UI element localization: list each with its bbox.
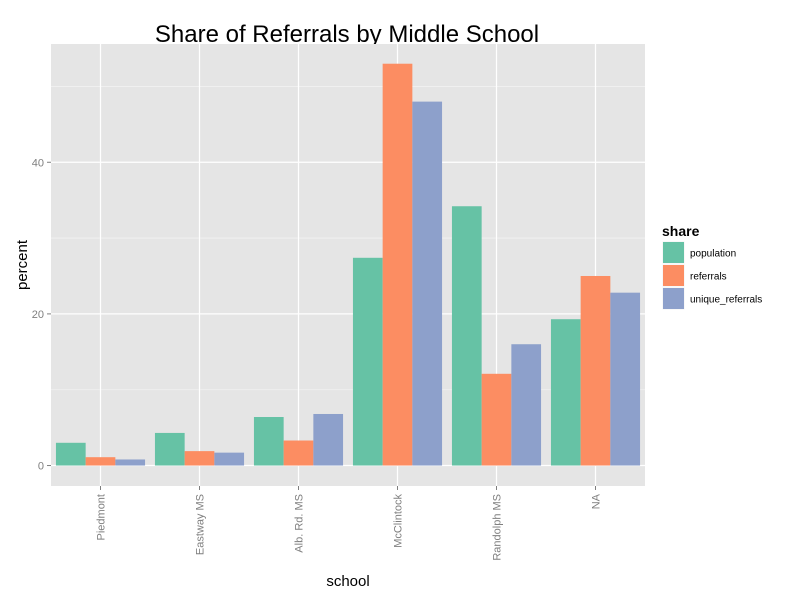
- bar-population-1: [154, 432, 185, 466]
- bar-population-5: [550, 319, 581, 466]
- bar-referrals-1: [184, 451, 215, 466]
- bar-referrals-0: [85, 457, 116, 466]
- x-tick-label: Piedmont: [96, 494, 108, 540]
- legend-items: population referrals unique_referrals: [661, 240, 762, 311]
- bar-unique_referrals-5: [610, 292, 641, 466]
- x-tick-label: Alb. Rd. MS: [294, 494, 306, 553]
- minor-gridlines: [51, 86, 645, 391]
- legend-key-referrals: [663, 265, 684, 286]
- bar-unique_referrals-1: [214, 452, 245, 466]
- x-axis-title: school: [326, 573, 369, 590]
- x-tick-label: McClintock: [393, 494, 405, 548]
- chart-title: Share of Referrals by Middle School: [155, 21, 539, 48]
- bar-referrals-3: [382, 63, 413, 466]
- y-axis-title: percent: [14, 239, 31, 290]
- x-tick-label: Eastway MS: [195, 494, 207, 555]
- legend: share population referrals unique_referral…: [661, 223, 762, 311]
- bar-referrals-2: [283, 440, 314, 466]
- bar-referrals-5: [580, 275, 611, 466]
- bar-unique_referrals-3: [412, 101, 443, 466]
- x-tick-label: Randolph MS: [492, 494, 504, 561]
- bar-population-3: [352, 257, 383, 466]
- bars: [55, 63, 641, 466]
- legend-label: referrals: [690, 272, 727, 283]
- bar-unique_referrals-0: [115, 459, 146, 466]
- y-tick-label: 40: [32, 157, 44, 169]
- legend-label: population: [690, 249, 736, 260]
- bar-unique_referrals-2: [313, 413, 344, 466]
- bar-unique_referrals-4: [511, 344, 542, 466]
- x-tick-label: NA: [591, 493, 603, 509]
- y-tick-label: 0: [38, 461, 44, 473]
- y-axis-ticks: 0 20 40: [32, 157, 51, 473]
- plot-panel: [51, 44, 645, 486]
- bar-population-0: [55, 442, 86, 466]
- legend-title: share: [662, 223, 700, 239]
- x-axis-ticks: Piedmont Eastway MS Alb. Rd. MS McClintock R…: [96, 486, 603, 561]
- bar-referrals-4: [481, 373, 512, 466]
- legend-key-unique_referrals: [663, 288, 684, 309]
- legend-label: unique_referrals: [690, 295, 762, 306]
- legend-key-population: [663, 242, 684, 263]
- bar-population-4: [451, 206, 482, 466]
- y-tick-label: 20: [32, 309, 44, 321]
- bar-population-2: [253, 417, 284, 466]
